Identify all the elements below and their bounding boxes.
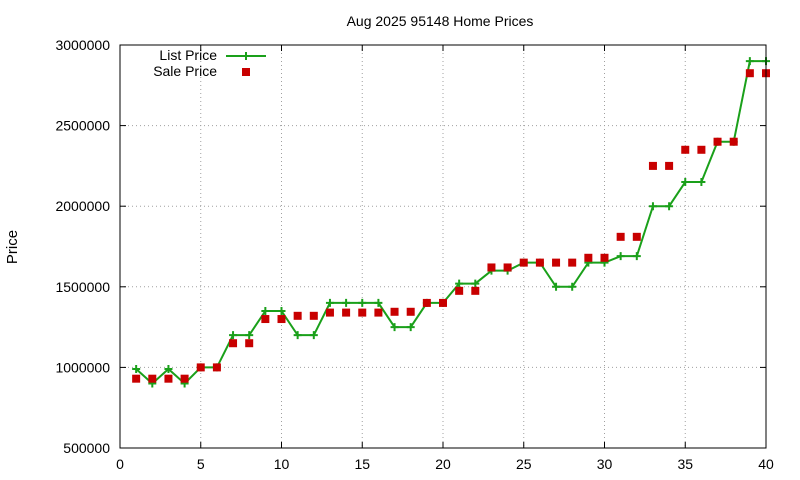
x-tick-label: 30 xyxy=(597,456,613,472)
sale-price-point xyxy=(665,161,674,170)
sale-price-point xyxy=(132,374,141,383)
sale-price-point xyxy=(552,258,561,267)
list-price-point xyxy=(293,331,302,340)
sale-price-point xyxy=(406,307,415,316)
sale-price-point xyxy=(600,253,609,262)
grid-lines xyxy=(120,45,766,448)
y-tick-label: 3000000 xyxy=(55,37,110,53)
sale-price-point xyxy=(455,286,464,295)
list-price-point xyxy=(665,202,674,211)
chart-title: Aug 2025 95148 Home Prices xyxy=(347,13,534,29)
legend-list-price-marker xyxy=(242,52,250,60)
sale-price-point xyxy=(212,363,221,372)
legend-list-price-label: List Price xyxy=(159,47,217,63)
x-tick-label: 5 xyxy=(197,456,205,472)
list-price-point xyxy=(374,298,383,307)
legend-sale-price-label: Sale Price xyxy=(153,63,217,79)
sale-price-point xyxy=(616,232,625,241)
list-price-point xyxy=(229,331,238,340)
sale-price-point xyxy=(374,308,383,317)
list-price-point xyxy=(616,252,625,261)
x-tick-label: 25 xyxy=(516,456,532,472)
x-tick-label: 20 xyxy=(435,456,451,472)
sale-price-point xyxy=(342,308,351,317)
list-price-point xyxy=(245,331,254,340)
sale-price-point xyxy=(632,232,641,241)
list-price-point xyxy=(568,282,577,291)
list-price-point xyxy=(390,323,399,332)
sale-price-point xyxy=(648,161,657,170)
list-price-point xyxy=(309,331,318,340)
sale-price-point xyxy=(535,258,544,267)
sale-price-point xyxy=(713,137,722,146)
y-axis-label: Price xyxy=(4,230,21,264)
axis-ticks: 0 5 10 15 20 25 30 35 40 500000 1000000 1500000 2000… xyxy=(55,37,774,472)
sale-price-point xyxy=(358,308,367,317)
list-price-point xyxy=(697,178,706,187)
list-price-point xyxy=(358,298,367,307)
x-tick-label: 35 xyxy=(677,456,693,472)
sale-price-point xyxy=(309,311,318,320)
y-tick-label: 1500000 xyxy=(55,279,110,295)
list-price-point xyxy=(455,279,464,288)
list-price-point xyxy=(552,282,561,291)
y-tick-label: 2000000 xyxy=(55,198,110,214)
sale-price-point xyxy=(180,374,189,383)
list-price-point xyxy=(277,306,286,315)
sale-price-point xyxy=(229,339,238,348)
x-tick-label: 40 xyxy=(758,456,774,472)
sale-price-point xyxy=(697,145,706,154)
sale-price-point xyxy=(471,286,480,295)
sale-price-point xyxy=(422,298,431,307)
x-tick-label: 10 xyxy=(274,456,290,472)
list-price-point xyxy=(471,279,480,288)
list-price-point xyxy=(745,57,754,66)
sale-price-point xyxy=(261,315,270,324)
sale-price-point xyxy=(245,339,254,348)
sale-price-point xyxy=(487,263,496,272)
sale-price-point xyxy=(584,253,593,262)
sale-price-point xyxy=(196,363,205,372)
plot-frame xyxy=(119,44,767,449)
list-price-point xyxy=(132,365,141,374)
sale-price-point xyxy=(681,145,690,154)
sale-price-point xyxy=(277,315,286,324)
sale-price-point xyxy=(439,298,447,307)
legend-sale-price-swatch xyxy=(242,68,250,76)
list-price-point xyxy=(632,252,641,261)
list-price-point xyxy=(648,202,657,211)
y-tick-label: 1000000 xyxy=(55,359,110,375)
list-price-point xyxy=(325,298,334,307)
sale-price-point xyxy=(390,307,399,316)
list-price-point xyxy=(681,178,690,187)
sale-price-point xyxy=(503,263,512,272)
sale-price-point xyxy=(293,311,302,320)
sale-price-point xyxy=(519,258,528,267)
list-price-point xyxy=(342,298,351,307)
y-tick-label: 500000 xyxy=(63,440,110,456)
x-tick-label: 15 xyxy=(354,456,370,472)
list-price-point xyxy=(406,323,415,332)
sale-price-point xyxy=(164,374,173,383)
list-price-line xyxy=(135,60,766,385)
sale-price-point xyxy=(148,374,157,383)
x-tick-label: 0 xyxy=(116,456,124,472)
list-price-point xyxy=(164,365,173,374)
series-layer xyxy=(132,57,770,388)
list-price-point xyxy=(261,306,270,315)
sale-price-point xyxy=(568,258,577,267)
sale-price-point xyxy=(729,137,738,146)
sale-price-point xyxy=(745,69,754,78)
y-tick-label: 2500000 xyxy=(55,118,110,134)
sale-price-point xyxy=(325,308,334,317)
legend: List Price Sale Price xyxy=(153,47,266,79)
